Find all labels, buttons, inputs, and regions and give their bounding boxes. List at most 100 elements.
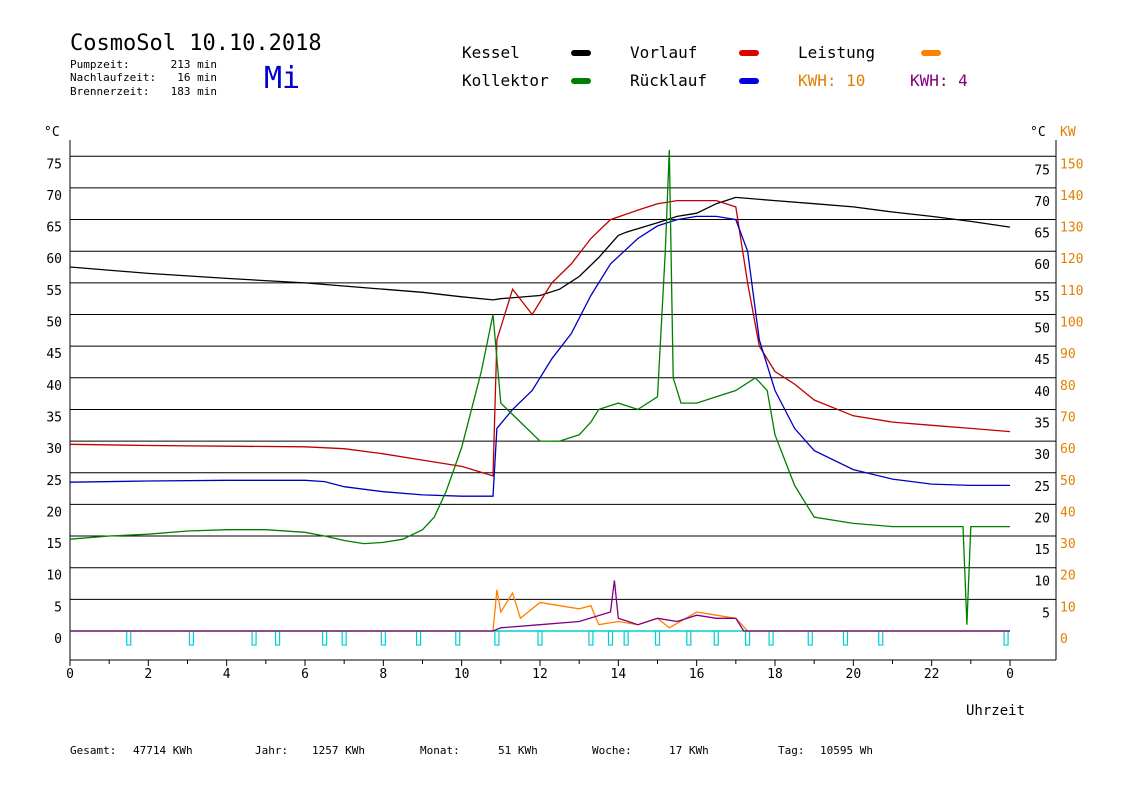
y-tick-left: 15	[46, 537, 62, 552]
pump-marker	[878, 630, 884, 646]
pump-marker	[321, 630, 328, 646]
kw-tick: 60	[1060, 442, 1076, 457]
legend-label-kollektor: Kollektor	[462, 71, 549, 90]
legend: Kessel Kollektor Vorlauf Rücklauf Leistu…	[462, 43, 968, 90]
pump-marker	[842, 630, 849, 646]
y-tick-left: 10	[46, 569, 62, 584]
series-lines	[69, 149, 1011, 632]
runtime-stats: Pumpzeit: 213 min Nachlaufzeit: 16 min B…	[70, 58, 217, 98]
series-line-kwh	[70, 580, 1010, 632]
total-label: Tag:	[778, 744, 805, 757]
x-tick: 4	[223, 667, 231, 682]
y-axis-unit-kw: KW	[1060, 125, 1076, 140]
y-tick-left: 70	[46, 189, 62, 204]
stat-label: Pumpzeit:	[70, 58, 130, 71]
x-tick-labels: 0 2 4 6 8 10 12 14 16 18 20 22 0	[66, 660, 1014, 682]
y-tick-right: 60	[1034, 258, 1050, 273]
kw-tick: 20	[1060, 569, 1076, 584]
x-tick: 2	[144, 667, 152, 682]
x-tick: 6	[301, 667, 309, 682]
y-tick-left: 5	[54, 600, 62, 615]
total-value: 47714 KWh	[133, 744, 193, 757]
x-tick: 0	[66, 667, 74, 682]
kw-tick: 130	[1060, 221, 1083, 236]
pump-marker	[415, 630, 422, 646]
y-tick-right: 40	[1034, 385, 1050, 400]
total-label: Woche:	[592, 744, 632, 757]
legend-swatch-ruecklauf	[739, 78, 759, 84]
y-tick-left: 20	[46, 505, 62, 520]
x-tick: 8	[379, 667, 387, 682]
energy-totals: Gesamt: 47714 KWh Jahr: 1257 KWh Monat: …	[70, 744, 873, 757]
total-value: 10595 Wh	[820, 744, 873, 757]
y-tick-right: 75	[1034, 163, 1050, 178]
series-line-leistung	[70, 589, 1010, 632]
stat-value: 16 min	[177, 71, 217, 84]
x-tick: 16	[689, 667, 705, 682]
x-tick: 22	[924, 667, 940, 682]
stat-label: Brennerzeit:	[70, 85, 149, 98]
pump-marker	[654, 630, 661, 646]
pump-marker	[807, 630, 813, 646]
series-line-kessel	[69, 196, 1011, 301]
y-tick-right: 15	[1034, 543, 1050, 558]
x-tick: 14	[611, 667, 627, 682]
y-tick-right: 65	[1034, 227, 1050, 242]
legend-label-kessel: Kessel	[462, 43, 520, 62]
pump-marker	[341, 630, 347, 646]
x-axis-label: Uhrzeit	[966, 703, 1025, 719]
total-value: 17 KWh	[669, 744, 709, 757]
pump-marker	[455, 630, 461, 646]
legend-swatch-vorlauf	[739, 50, 759, 56]
pump-marker	[686, 630, 692, 646]
legend-label-ruecklauf: Rücklauf	[630, 71, 707, 90]
pump-marker	[607, 630, 614, 646]
gridlines	[69, 140, 1057, 661]
y-tick-right: 70	[1034, 195, 1050, 210]
y-tick-left: 65	[46, 221, 62, 236]
y-tick-right: 50	[1034, 322, 1050, 337]
pump-marker	[188, 630, 195, 646]
x-tick: 20	[846, 667, 862, 682]
chart-title: CosmoSol 10.10.2018	[70, 31, 322, 56]
x-tick: 18	[767, 667, 783, 682]
kw-tick: 40	[1060, 505, 1076, 520]
kw-tick: 140	[1060, 189, 1083, 204]
total-value: 1257 KWh	[312, 744, 365, 757]
kw-tick: 90	[1060, 347, 1076, 362]
y-axis-unit-right: °C	[1030, 125, 1046, 140]
y-tick-left: 45	[46, 347, 62, 362]
y-tick-right: 5	[1042, 606, 1050, 621]
pump-marker	[713, 630, 719, 646]
kw-tick: 0	[1060, 632, 1068, 647]
x-tick: 10	[454, 667, 470, 682]
stat-value: 183 min	[171, 85, 217, 98]
pump-marker	[537, 630, 543, 646]
pump-marker	[380, 630, 386, 646]
kw-tick: 70	[1060, 410, 1076, 425]
total-value: 51 KWh	[498, 744, 538, 757]
y-tick-right: 45	[1034, 353, 1050, 368]
y-tick-left: 75	[46, 157, 62, 172]
kw-tick: 30	[1060, 537, 1076, 552]
y-tick-right: 30	[1034, 448, 1050, 463]
kw-tick: 10	[1060, 600, 1076, 615]
legend-label-leistung: Leistung	[798, 43, 875, 62]
y-tick-right: 35	[1034, 416, 1050, 431]
series-line-vorlauf	[69, 199, 1011, 477]
x-tick: 12	[532, 667, 548, 682]
series-line-kollektor	[69, 149, 1010, 625]
legend-swatch-kollektor	[571, 78, 591, 84]
stat-value: 213 min	[171, 58, 217, 71]
kw-tick: 50	[1060, 474, 1076, 489]
kw-tick: 100	[1060, 316, 1083, 331]
kw-tick: 110	[1060, 284, 1083, 299]
pump-marker	[494, 630, 500, 646]
kw-tick: 120	[1060, 252, 1083, 267]
pump-marker	[588, 630, 594, 646]
kw-tick: 80	[1060, 379, 1076, 394]
y-tick-left: 25	[46, 474, 62, 489]
stat-label: Nachlaufzeit:	[70, 71, 156, 84]
